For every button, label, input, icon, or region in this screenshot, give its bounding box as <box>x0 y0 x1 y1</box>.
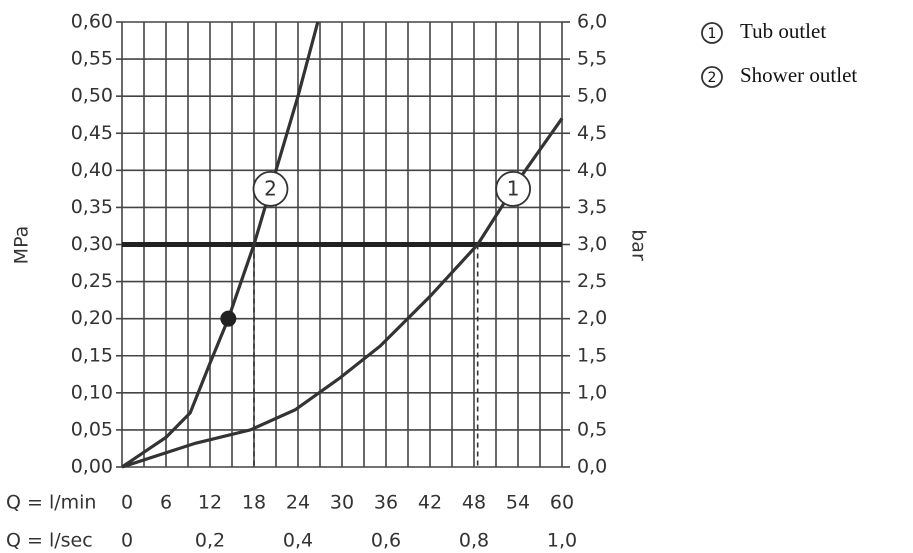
y2-tick-label: 3,5 <box>577 196 607 218</box>
y2-tick-label: 4,5 <box>577 122 607 144</box>
y-tick-label: 0,50 <box>71 85 113 107</box>
y-tick-label: 0,10 <box>71 381 113 403</box>
x2-tick-label: 0,4 <box>283 530 313 552</box>
x-tick-label: 36 <box>374 492 398 514</box>
y-axis-label: MPa <box>11 226 33 265</box>
x2-tick-label: 1,0 <box>547 530 577 552</box>
x-tick-label: 6 <box>160 492 172 514</box>
y-tick-label: 0,60 <box>71 11 113 33</box>
y2-tick-label: 1,5 <box>577 344 607 366</box>
series-label-circle <box>701 22 723 44</box>
x-tick-label: 42 <box>418 492 442 514</box>
x-tick-label: 0 <box>121 492 133 514</box>
series-label-circle <box>495 170 532 207</box>
y2-tick-label: 3,0 <box>577 233 607 255</box>
y-tick-label: 0,45 <box>71 122 113 144</box>
y-tick-label: 0,25 <box>71 270 113 292</box>
x-tick-label: 24 <box>286 492 310 514</box>
y2-axis-label: bar <box>628 229 650 261</box>
series-label-circle <box>701 66 723 88</box>
series-label: 2 <box>708 70 717 86</box>
x2-tick-label: 0,8 <box>459 530 489 552</box>
series-label-circle <box>252 170 289 207</box>
y2-tick-label: 5,0 <box>577 85 607 107</box>
y2-tick-label: 0,0 <box>577 456 607 478</box>
y2-tick-label: 5,5 <box>577 48 607 70</box>
y2-tick-label: 6,0 <box>577 11 607 33</box>
y2-tick-label: 2,0 <box>577 307 607 329</box>
y2-tick-label: 0,5 <box>577 418 607 440</box>
x2-tick-label: 0,2 <box>195 530 225 552</box>
y-tick-label: 0,20 <box>71 307 113 329</box>
y2-tick-label: 4,0 <box>577 159 607 181</box>
x2-axis-label: Q = l/sec <box>6 530 93 552</box>
x-tick-label: 18 <box>242 492 266 514</box>
series-label: 2 <box>264 176 277 200</box>
x-tick-label: 54 <box>506 492 530 514</box>
y-tick-label: 0,40 <box>71 159 113 181</box>
y2-tick-label: 2,5 <box>577 270 607 292</box>
x-axis-label: Q = l/min <box>6 492 96 514</box>
x-tick-label: 30 <box>330 492 354 514</box>
y-tick-label: 0,35 <box>71 196 113 218</box>
y-tick-label: 0,30 <box>71 233 113 255</box>
y-tick-label: 0,15 <box>71 344 113 366</box>
series-line <box>121 117 564 469</box>
y-tick-label: 0,55 <box>71 48 113 70</box>
operating-point <box>220 310 237 327</box>
x2-tick-label: 0,6 <box>371 530 401 552</box>
series-label: 1 <box>507 176 520 200</box>
legend-label: Shower outlet <box>740 63 857 87</box>
legend: 2 Shower outlet 1 Tub outlet <box>701 19 857 88</box>
x2-tick-label: 0 <box>121 530 133 552</box>
series-label: 1 <box>708 26 717 42</box>
x-tick-label: 12 <box>198 492 222 514</box>
legend-label: Tub outlet <box>740 19 826 43</box>
x-tick-label: 48 <box>462 492 486 514</box>
y-tick-label: 0,05 <box>71 418 113 440</box>
x-tick-label: 60 <box>550 492 574 514</box>
y2-tick-label: 1,0 <box>577 381 607 403</box>
y-tick-label: 0,00 <box>71 456 113 478</box>
